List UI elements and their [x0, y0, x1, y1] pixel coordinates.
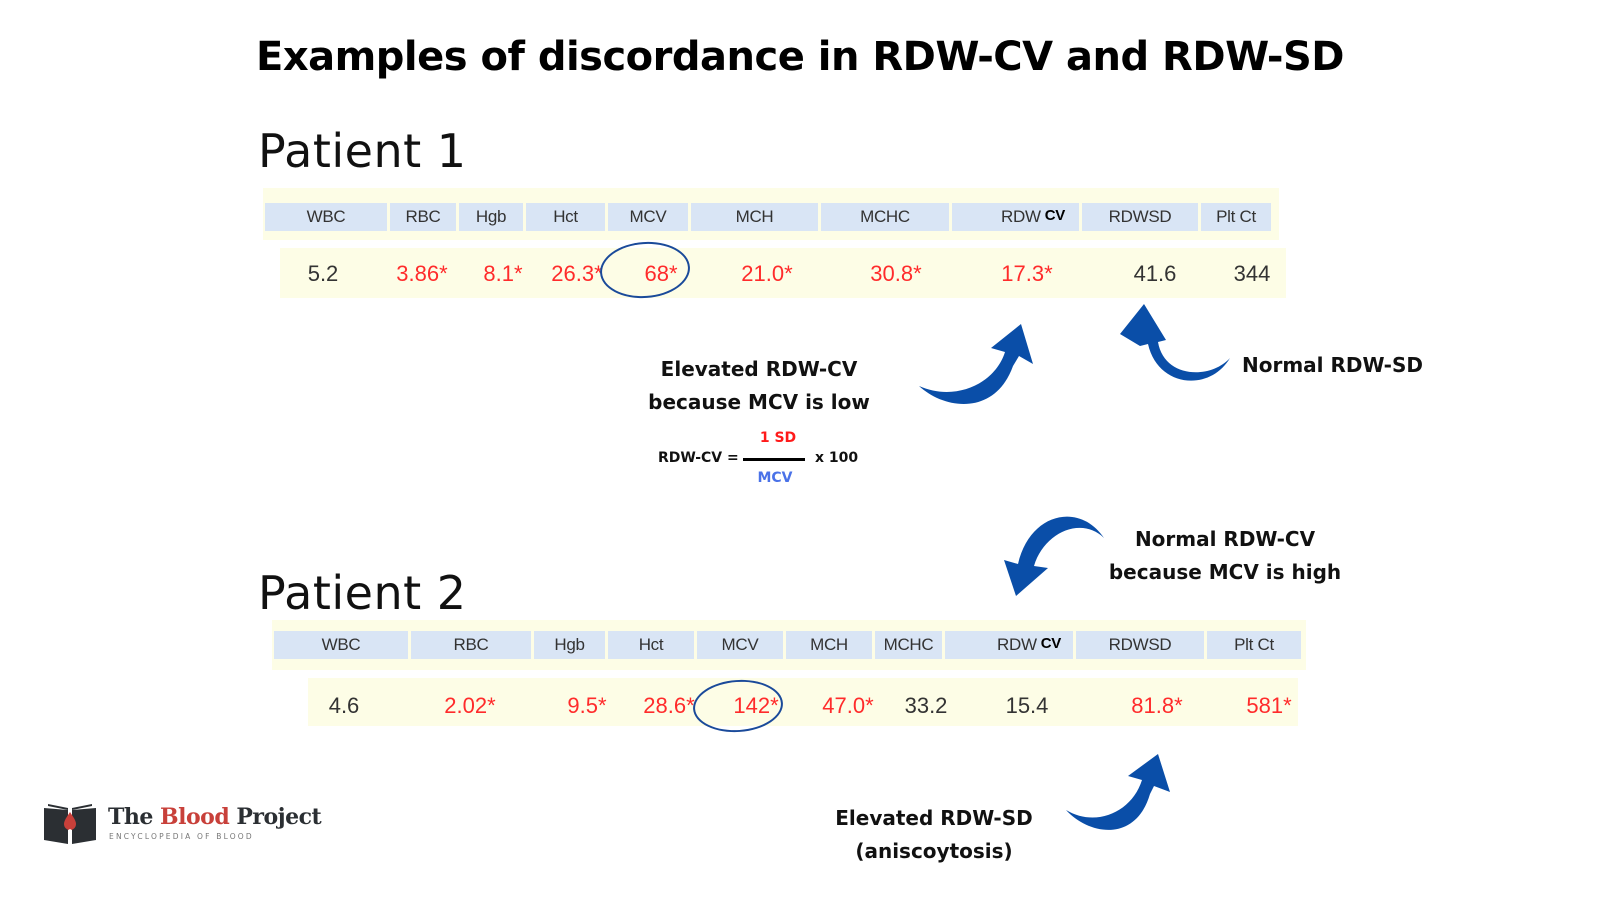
- header-rbc: RBC: [390, 203, 456, 231]
- header-hgb: Hgb: [459, 203, 523, 231]
- curved-arrow-up-left-icon: [1120, 304, 1230, 381]
- elevated-rdw-cv-note: Elevated RDW-CV because MCV is low: [636, 353, 882, 419]
- header-rdw-label: RDW: [1001, 207, 1041, 226]
- note-line-2: because MCV is low: [648, 390, 870, 414]
- elevated-rdw-sd-note: Elevated RDW-SD (aniscoytosis): [820, 802, 1048, 868]
- patient-1-values-panel: [280, 248, 1286, 298]
- value-mcv: 142*: [733, 693, 779, 718]
- header-mchc: MCHC: [875, 631, 942, 659]
- note-line-2: because MCV is high: [1108, 560, 1342, 584]
- curved-arrow-up-icon: [919, 324, 1033, 405]
- value-hgb: 8.1*: [483, 261, 523, 286]
- header-plt-ct: Plt Ct: [1201, 203, 1271, 231]
- header-hct: Hct: [608, 631, 694, 659]
- curved-arrow-down-left-icon: [1004, 516, 1104, 596]
- value-rbc: 2.02*: [444, 693, 496, 718]
- note-line-1: Normal RDW-CV: [1134, 527, 1316, 551]
- logo-name: The Blood Project: [108, 804, 322, 830]
- page-title: Examples of discordance in RDW-CV and RD…: [256, 34, 1345, 80]
- header-wbc: WBC: [265, 203, 387, 231]
- the-blood-project-logo: The Blood Project ENCYCLOPEDIA OF BLOOD: [42, 802, 322, 848]
- value-rdw-cv: 17.3*: [1001, 261, 1053, 286]
- value-mchc: 33.2: [904, 693, 948, 718]
- logo-name-part2: Project: [229, 804, 322, 830]
- value-hct: 28.6*: [643, 693, 695, 718]
- note-line-1: Elevated RDW-CV: [660, 357, 858, 381]
- value-rdw-cv: 15.4: [1005, 693, 1049, 718]
- value-hgb: 9.5*: [567, 693, 607, 718]
- note-line-1: Elevated RDW-SD: [835, 806, 1033, 830]
- header-mcv: MCV: [697, 631, 783, 659]
- value-mchc: 30.8*: [870, 261, 922, 286]
- value-wbc: 4.6: [328, 693, 360, 718]
- normal-rdw-cv-note: Normal RDW-CV because MCV is high: [1100, 523, 1350, 589]
- patient-1-label: Patient 1: [258, 124, 467, 178]
- header-plt-ct: Plt Ct: [1207, 631, 1301, 659]
- header-rdw-cv: RDW CV: [952, 203, 1079, 231]
- patient-2-value-row: 4.6 2.02* 9.5* 28.6* 142* 47.0* 33.2 15.…: [308, 686, 1334, 726]
- value-wbc: 5.2: [307, 261, 339, 286]
- formula-numerator: 1 SD: [759, 430, 797, 446]
- normal-rdw-sd-note: Normal RDW-SD: [1242, 349, 1442, 382]
- value-plt-ct: 581*: [1246, 693, 1292, 718]
- header-mch: MCH: [691, 203, 818, 231]
- header-rdw-cv: RDW CV: [945, 631, 1073, 659]
- value-mcv: 68*: [644, 261, 678, 286]
- header-cv-suffix: CV: [1044, 206, 1066, 224]
- value-rdwsd: 41.6: [1133, 261, 1177, 286]
- header-wbc: WBC: [274, 631, 408, 659]
- header-mchc: MCHC: [821, 203, 949, 231]
- rdw-cv-formula: RDW-CV = 1 SD MCV x 100: [658, 430, 868, 492]
- formula-fraction-bar: [743, 458, 805, 461]
- header-mch: MCH: [786, 631, 872, 659]
- curved-arrow-up-icon: [1066, 754, 1170, 830]
- header-hct: Hct: [526, 203, 605, 231]
- header-cv-suffix: CV: [1040, 634, 1062, 652]
- header-rdwsd: RDWSD: [1082, 203, 1198, 231]
- logo-name-part1: The: [108, 804, 161, 830]
- logo-name-accent: Blood: [160, 804, 230, 830]
- value-rdwsd: 81.8*: [1131, 693, 1183, 718]
- header-rdw-label: RDW: [997, 635, 1037, 654]
- value-mch: 47.0*: [822, 693, 874, 718]
- open-book-blood-drop-icon: [44, 804, 96, 844]
- formula-multiplier: x 100: [815, 450, 859, 466]
- patient-2-label: Patient 2: [258, 566, 467, 620]
- header-hgb: Hgb: [534, 631, 605, 659]
- header-mcv: MCV: [608, 203, 688, 231]
- formula-denominator: MCV: [757, 470, 793, 486]
- note-line-1: Normal RDW-SD: [1242, 353, 1423, 377]
- header-rdwsd: RDWSD: [1076, 631, 1204, 659]
- patient-1-header-row: WBC RBC Hgb Hct MCV MCH MCHC RDW CV RDWSD…: [265, 203, 1271, 231]
- value-rbc: 3.86*: [396, 261, 448, 286]
- logo-tagline: ENCYCLOPEDIA OF BLOOD: [109, 832, 254, 841]
- note-line-2: (aniscoytosis): [855, 839, 1013, 863]
- header-rbc: RBC: [411, 631, 531, 659]
- formula-lhs: RDW-CV =: [658, 450, 739, 466]
- patient-1-value-row: 5.2 3.86* 8.1* 26.3* 68* 21.0* 30.8* 17.…: [280, 254, 1294, 294]
- value-plt-ct: 344: [1233, 261, 1271, 286]
- patient-2-header-row: WBC RBC Hgb Hct MCV MCH MCHC RDW CV RDWSD…: [274, 631, 1301, 659]
- value-hct: 26.3*: [551, 261, 603, 286]
- value-mch: 21.0*: [741, 261, 793, 286]
- patient-2-values-panel: [308, 678, 1298, 726]
